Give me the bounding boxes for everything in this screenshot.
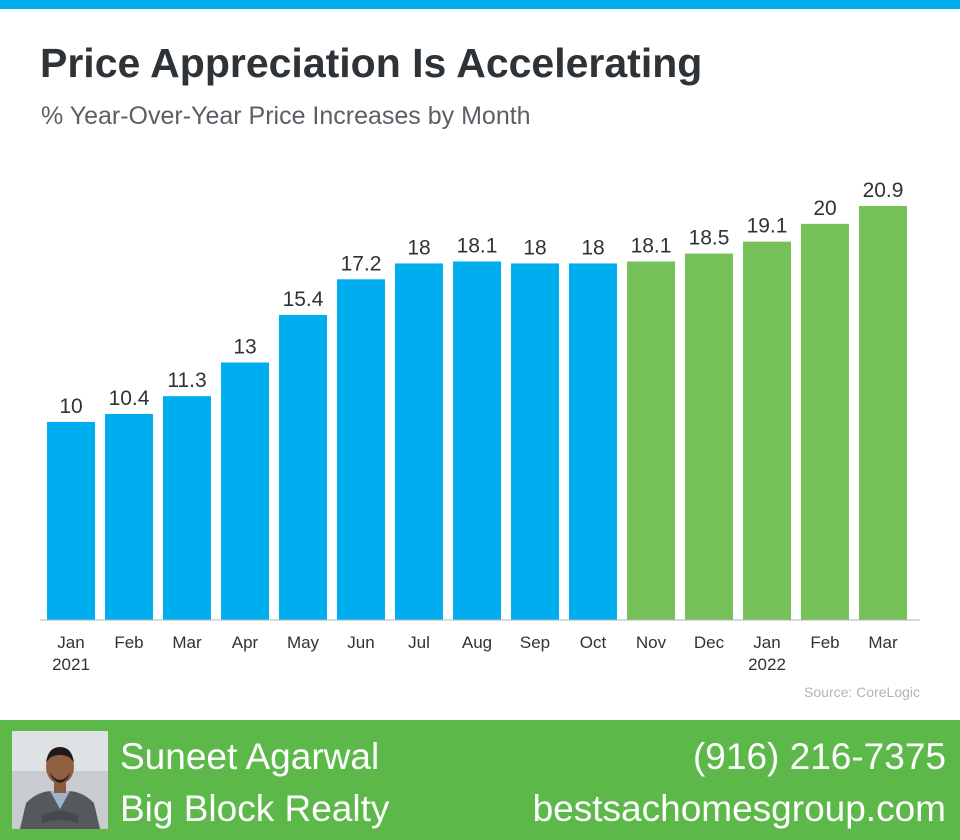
value-label-8: 18.1 — [457, 234, 498, 257]
bar-9 — [511, 263, 559, 620]
company-name: Big Block Realty — [120, 788, 390, 829]
x-tick-label-2: Feb — [114, 633, 143, 652]
value-label-5: 15.4 — [283, 288, 324, 311]
x-tick-label-4: Apr — [232, 633, 259, 652]
bar-8 — [453, 261, 501, 620]
value-label-14: 20 — [813, 197, 836, 220]
x-tick-label-3: Mar — [172, 633, 202, 652]
value-label-9: 18 — [523, 236, 546, 259]
value-label-15: 20.9 — [863, 179, 904, 202]
bar-12 — [685, 253, 733, 621]
x-tick-label-14: Feb — [810, 633, 839, 652]
bar-3 — [163, 396, 211, 620]
x-tick-label-1: Jan — [57, 633, 84, 652]
bar-13 — [743, 241, 791, 620]
value-label-3: 11.3 — [167, 369, 206, 392]
bar-chart: 10 10.4 11.3 13 15.4 17.2 18 18.1 18 18 18.1 18.5 19… — [40, 179, 920, 674]
value-label-12: 18.5 — [689, 227, 730, 250]
value-label-2: 10.4 — [109, 387, 150, 410]
phone-number[interactable]: (916) 216-7375 — [692, 736, 946, 777]
value-label-11: 18.1 — [631, 234, 672, 257]
x-tick-year-label-13: 2022 — [748, 655, 786, 674]
agent-footer: Suneet Agarwal Big Block Realty (916) 21… — [0, 720, 960, 840]
bar-4 — [221, 362, 269, 620]
bar-14 — [801, 223, 849, 620]
x-tick-label-15: Mar — [868, 633, 898, 652]
x-tick-label-6: Jun — [347, 633, 374, 652]
agent-name: Suneet Agarwal — [120, 736, 380, 777]
x-tick-label-12: Dec — [694, 633, 725, 652]
x-tick-year-label-1: 2021 — [52, 655, 90, 674]
source-note: Source: CoreLogic — [804, 684, 920, 700]
page-title: Price Appreciation Is Accelerating — [40, 40, 703, 86]
x-tick-label-13: Jan — [753, 633, 780, 652]
value-label-10: 18 — [581, 236, 604, 259]
website-link[interactable]: bestsachomesgroup.com — [532, 788, 946, 829]
x-tick-label-11: Nov — [636, 633, 667, 652]
bar-11 — [627, 261, 675, 620]
x-tick-label-7: Jul — [408, 633, 430, 652]
value-label-4: 13 — [233, 335, 256, 358]
agent-photo — [12, 731, 108, 829]
bar-6 — [337, 279, 385, 620]
x-tick-label-10: Oct — [580, 633, 607, 652]
bar-7 — [395, 263, 443, 620]
bar-15 — [859, 206, 907, 620]
x-tick-label-8: Aug — [462, 633, 492, 652]
x-tick-label-5: May — [287, 633, 320, 652]
value-label-13: 19.1 — [747, 215, 788, 238]
bar-5 — [279, 314, 327, 620]
top-accent-bar — [0, 0, 960, 9]
bar-2 — [105, 413, 153, 620]
value-label-1: 10 — [59, 395, 82, 418]
value-label-7: 18 — [407, 236, 430, 259]
bar-1 — [47, 421, 95, 620]
x-tick-label-9: Sep — [520, 633, 550, 652]
page-subtitle: % Year-Over-Year Price Increases by Mont… — [41, 102, 531, 130]
value-label-6: 17.2 — [341, 252, 382, 275]
bar-10 — [569, 263, 617, 620]
